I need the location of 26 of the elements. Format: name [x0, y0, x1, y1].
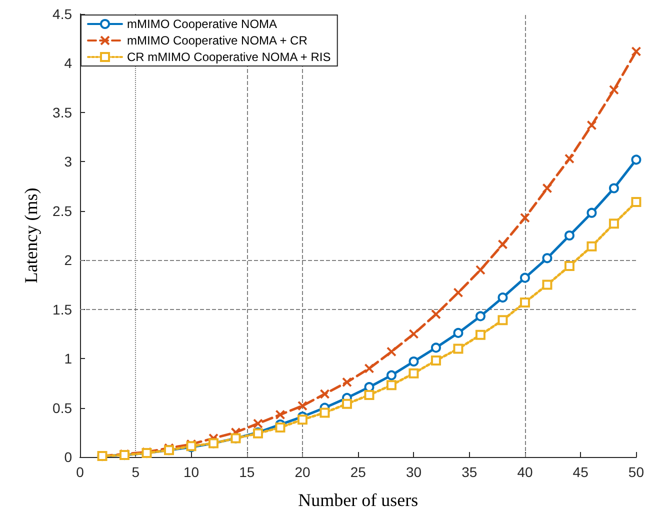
- y-tick-label: 4: [64, 55, 72, 72]
- x-tick-label: 30: [406, 464, 422, 480]
- x-axis-title: Number of users: [298, 490, 418, 510]
- x-tick-label: 25: [350, 464, 366, 480]
- y-tick-label: 0.5: [52, 400, 72, 416]
- legend-label: mMIMO Cooperative NOMA: [127, 17, 278, 31]
- y-axis-title: Latency (ms): [21, 188, 41, 284]
- x-tick-label: 15: [239, 464, 255, 480]
- x-tick-label: 10: [183, 464, 200, 480]
- y-tick-label: 1.5: [52, 301, 72, 318]
- y-tick-label: 2: [64, 252, 72, 268]
- x-tick-label: 5: [132, 464, 140, 480]
- y-tick-label: 1: [64, 350, 72, 367]
- x-tick-label: 0: [76, 464, 84, 480]
- y-tick-label: 3: [64, 154, 72, 170]
- x-tick-label: 50: [628, 464, 644, 480]
- y-tick-label: 2.5: [52, 202, 72, 219]
- legend-label: CR mMIMO Cooperative NOMA + RIS: [127, 50, 331, 64]
- x-tick-label: 20: [294, 464, 310, 480]
- x-tick-label: 35: [462, 464, 478, 480]
- legend-label: mMIMO Cooperative NOMA + CR: [127, 34, 308, 48]
- y-tick-label: 4.5: [52, 6, 72, 22]
- y-tick-label: 0: [64, 449, 72, 465]
- x-tick-label: 45: [572, 464, 589, 480]
- y-tick-label: 3.5: [52, 104, 72, 120]
- x-tick-label: 40: [517, 464, 533, 480]
